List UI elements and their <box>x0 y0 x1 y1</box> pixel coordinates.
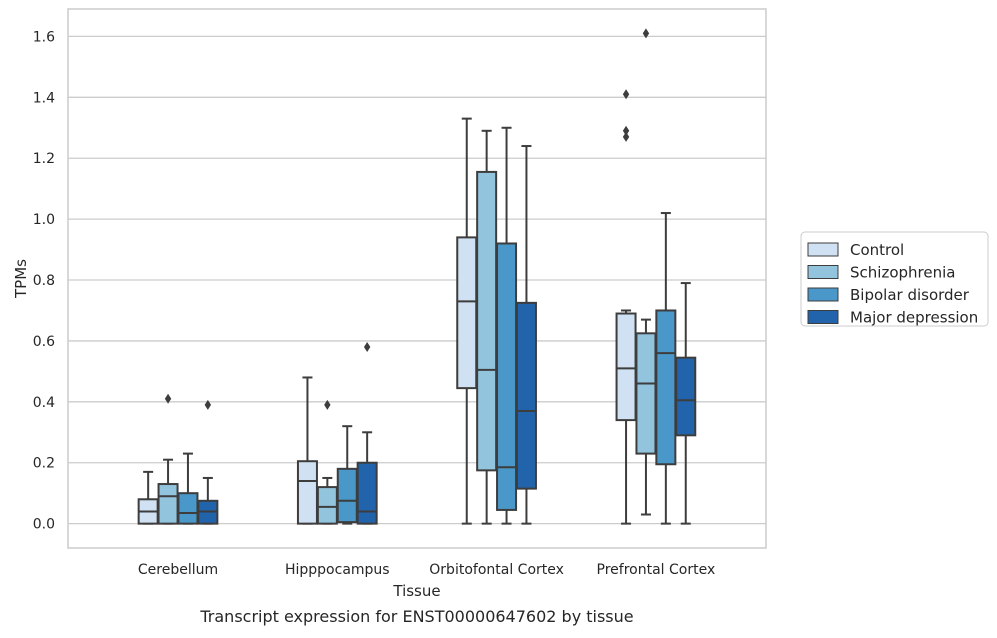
y-tick-label: 1.2 <box>33 151 55 167</box>
box-bipolar-disorder-2 <box>496 126 518 525</box>
iqr-box <box>356 461 378 525</box>
box-control-3 <box>615 89 637 525</box>
x-tick-labels: Cerebellum Hipppocampus Orbitofontal Corte… <box>138 562 715 578</box>
y-tick-label: 1.4 <box>33 90 55 106</box>
outlier-point <box>204 399 212 410</box>
y-tick-label: 0.8 <box>33 273 55 289</box>
y-tick-label: 0.2 <box>33 456 55 472</box>
x-axis-title: Tissue <box>392 582 440 600</box>
box-control-0 <box>137 470 159 525</box>
legend-label: Major depression <box>850 309 978 327</box>
iqr-box <box>635 332 657 455</box>
legend-swatch <box>807 265 839 279</box>
x-tick-label: Prefrontal Cortex <box>597 562 716 578</box>
box-schizophrenia-2 <box>476 129 498 525</box>
grid-lines <box>68 35 766 525</box>
legend-swatch <box>807 242 839 257</box>
plot-frame <box>67 8 767 549</box>
chart-caption: Transcript expression for ENST0000064760… <box>199 607 633 626</box>
legend-frame <box>800 231 989 327</box>
iqr-box <box>336 467 358 524</box>
legend-label: Bipolar disorder <box>850 286 970 304</box>
y-axis-title: TPMs <box>12 259 30 299</box>
legend-swatch <box>807 310 839 324</box>
box-bipolar-disorder-1 <box>336 425 358 525</box>
iqr-box <box>296 460 318 525</box>
y-tick-label: 0.0 <box>33 517 55 533</box>
x-tick-label: Orbitofontal Cortex <box>429 562 564 578</box>
outlier-point <box>164 393 172 404</box>
iqr-box <box>456 236 478 390</box>
legend-label: Schizophrenia <box>850 264 955 282</box>
iqr-box <box>316 486 338 525</box>
iqr-box <box>496 242 518 511</box>
y-tick-label: 0.6 <box>33 334 55 350</box>
outlier-point <box>622 89 630 100</box>
legend-label: Control <box>850 241 904 259</box>
iqr-box <box>515 301 537 490</box>
outlier-point <box>622 125 630 136</box>
box-schizophrenia-0 <box>157 393 179 525</box>
legend: Control Schizophrenia Bipolar disorder Majo… <box>800 231 989 327</box>
y-tick-label: 1.0 <box>33 212 55 228</box>
box-major-depression-0 <box>197 399 219 525</box>
box-bipolar-disorder-3 <box>655 212 677 525</box>
iqr-box <box>675 356 697 437</box>
iqr-box <box>476 170 498 472</box>
box-schizophrenia-3 <box>635 28 657 516</box>
iqr-box <box>157 483 179 525</box>
outlier-point <box>363 342 371 353</box>
iqr-box <box>655 309 677 466</box>
y-tick-label: 1.6 <box>33 29 55 45</box>
box-major-depression-3 <box>675 282 697 525</box>
box-major-depression-2 <box>515 145 537 525</box>
iqr-box <box>177 492 199 525</box>
box-control-1 <box>296 376 318 525</box>
box-major-depression-1 <box>356 342 378 525</box>
x-tick-label: Cerebellum <box>138 562 218 578</box>
box-bipolar-disorder-0 <box>177 452 199 525</box>
boxes-layer <box>137 28 697 525</box>
outlier-point <box>324 399 331 410</box>
y-tick-label: 0.4 <box>33 395 55 411</box>
outlier-point <box>622 131 630 142</box>
iqr-box <box>615 312 637 422</box>
outlier-point <box>642 28 650 39</box>
x-tick-label: Hipppocampus <box>285 562 390 578</box>
y-tick-labels: 0.0 0.2 0.4 0.6 0.8 1.0 1.2 1.4 1.6 <box>33 29 55 532</box>
box-schizophrenia-1 <box>316 399 338 525</box>
legend-swatch <box>807 287 839 302</box>
